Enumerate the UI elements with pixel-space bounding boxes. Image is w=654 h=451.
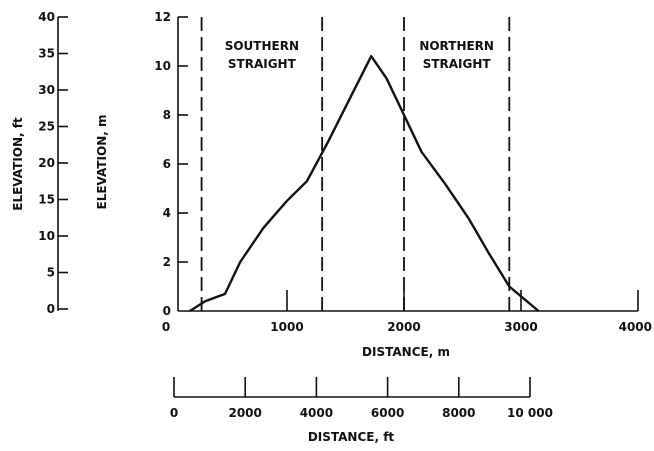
plot-axes: 0 2 4 6 8 10 12 0 1000 2000 3000 4000 [154,10,652,334]
elevation-ft-tick-label: 25 [38,120,55,134]
distance-ft-ticks: 0 2000 4000 6000 8000 10 000 [170,377,553,420]
region-label: SOUTHERN STRAIGHT [225,39,299,71]
x-ticks: 0 1000 2000 3000 4000 [162,290,652,334]
y-tick-label: 8 [163,108,171,122]
elevation-ft-axis-label: ELEVATION, ft [11,117,25,211]
elevation-ft-tick-label: 5 [47,266,55,280]
y-tick-label: 4 [163,206,171,220]
distance-ft-tick-label: 8000 [442,406,475,420]
elevation-ft-tick-label: 15 [38,193,55,207]
elevation-ft-tick-label: 40 [38,10,55,24]
x-tick-label: 4000 [619,320,652,334]
x-tick-label: 1000 [270,320,303,334]
x-axis-label: DISTANCE, m [362,345,450,359]
distance-ft-tick-label: 2000 [228,406,261,420]
elevation-profile-line [189,55,540,313]
straight-regions: SOUTHERN STRAIGHT NORTHERN STRAIGHT [200,17,511,311]
elevation-ft-axis: 0 5 10 15 20 25 30 35 40 ELEVATION, ft [11,10,68,316]
y-tick-label: 0 [163,304,171,318]
region-label: NORTHERN STRAIGHT [419,39,494,71]
elevation-ft-tick-label: 10 [38,229,55,243]
distance-ft-tick-label: 0 [170,406,178,420]
x-tick-label: 0 [162,320,170,334]
y-tick-label: 2 [163,255,171,269]
distance-ft-axis-label: DISTANCE, ft [308,430,395,444]
elevation-ft-tick-label: 20 [38,156,55,170]
x-tick-label: 2000 [387,320,420,334]
elevation-ft-tick-label: 30 [38,83,55,97]
elevation-ft-tick-label: 35 [38,47,55,61]
y-tick-label: 10 [154,59,171,73]
distance-ft-tick-label: 10 000 [507,406,553,420]
distance-ft-tick-label: 4000 [300,406,333,420]
y-tick-label: 6 [163,157,171,171]
distance-ft-tick-label: 6000 [371,406,404,420]
distance-ft-axis: 0 2000 4000 6000 8000 10 000 DISTANCE, ft [170,377,553,444]
y-axis-label: ELEVATION, m [95,114,109,209]
y-tick-label: 12 [154,10,171,24]
elevation-ft-tick-label: 0 [47,302,55,316]
x-tick-label: 3000 [504,320,537,334]
elevation-ft-ticks: 0 5 10 15 20 25 30 35 40 [38,10,68,316]
y-ticks: 0 2 4 6 8 10 12 [154,10,188,318]
